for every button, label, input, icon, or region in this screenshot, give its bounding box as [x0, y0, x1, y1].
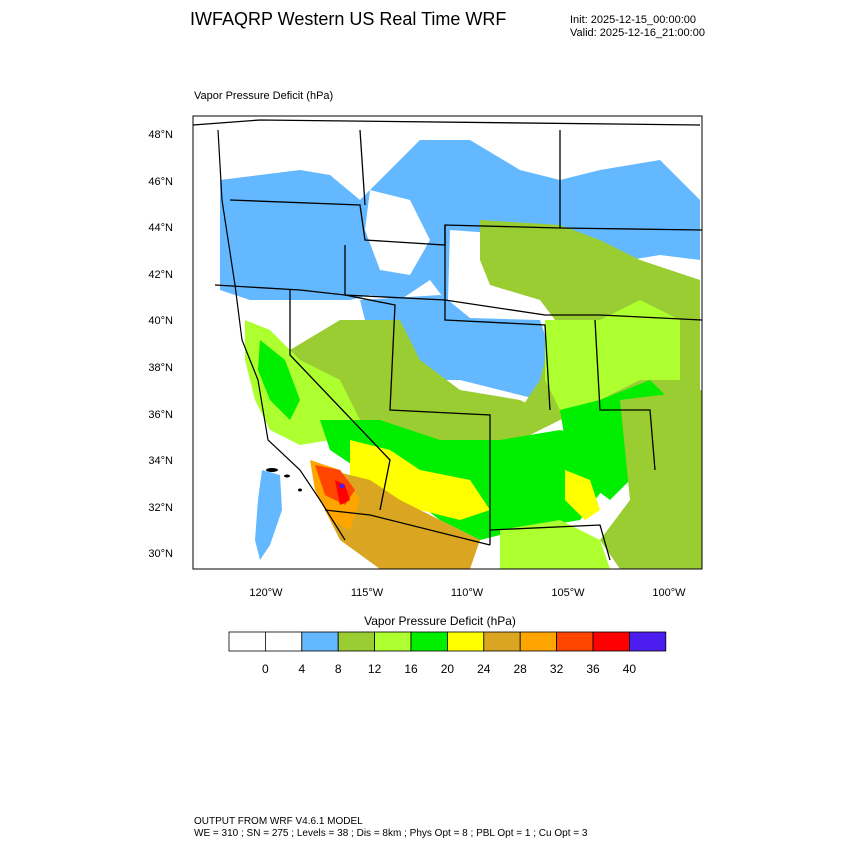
- colorbar-box: [301, 631, 339, 652]
- central-blue-region: [360, 295, 560, 400]
- central-valley-green: [258, 340, 300, 420]
- lat-label: 36°N: [148, 409, 173, 421]
- ocean-swath: [255, 470, 282, 560]
- border-tx: [489, 524, 611, 561]
- border-mexico: [324, 509, 491, 546]
- white-patch-idaho: [365, 190, 430, 275]
- colorbar-box: [446, 631, 485, 652]
- colorbar-box: [410, 631, 448, 652]
- colorbar-label: 24: [477, 662, 491, 676]
- footer-line-1: OUTPUT FROM WRF V4.6.1 MODEL: [194, 816, 363, 827]
- lat-label: 30°N: [148, 548, 173, 560]
- channel-islands: [266, 468, 302, 492]
- colorbar-label: 8: [334, 662, 342, 676]
- lat-label: 44°N: [148, 222, 173, 234]
- lat-label: 34°N: [148, 455, 173, 467]
- colorbar-box: [629, 631, 667, 652]
- south-texas-yellow: [565, 470, 600, 520]
- colorbar-label: 20: [440, 662, 455, 676]
- island: [284, 474, 290, 478]
- run-times: Init: 2025-12-15_00:00:00 Valid: 2025-12…: [570, 14, 705, 40]
- colorbar-label: 36: [586, 662, 600, 676]
- colorbar-label: 0: [262, 662, 269, 676]
- lon-label: 120°W: [249, 587, 283, 599]
- lat-label: 32°N: [148, 502, 173, 514]
- init-time: Init: 2025-12-15_00:00:00: [570, 14, 696, 26]
- border-canada: [193, 119, 701, 126]
- valid-time: Valid: 2025-12-16_21:00:00: [570, 27, 705, 39]
- colorbar-label: 12: [367, 662, 382, 676]
- lat-label: 46°N: [148, 176, 173, 188]
- colorbar-box: [592, 631, 630, 652]
- colorbar-box: [483, 631, 521, 652]
- border-id-mt: [359, 129, 366, 206]
- max-purple-spot: [339, 483, 345, 489]
- lat-label: 38°N: [148, 362, 173, 374]
- field-label: Vapor Pressure Deficit (hPa): [194, 90, 334, 102]
- lon-label: 115°W: [350, 587, 384, 599]
- colorbar-label: 16: [404, 662, 418, 676]
- island: [266, 468, 278, 472]
- colorbar-box: [519, 631, 558, 652]
- colorbar-label: 32: [549, 662, 564, 676]
- footer-line-2: WE = 310 ; SN = 275 ; Levels = 38 ; Dis …: [194, 828, 588, 839]
- lon-label: 100°W: [652, 587, 686, 599]
- colorbar-box: [556, 631, 594, 652]
- map-frame: [192, 115, 703, 570]
- desert-red: [335, 480, 350, 505]
- colorbar-box: [228, 631, 266, 652]
- border-ks-ok: [594, 319, 656, 471]
- lon-label: 110°W: [450, 587, 484, 599]
- lat-label: 40°N: [148, 315, 173, 327]
- island: [298, 488, 302, 492]
- border-ut-az: [344, 245, 491, 545]
- desert-gold: [320, 470, 480, 569]
- border-nv-ca: [289, 290, 391, 511]
- plains-lime: [545, 300, 680, 410]
- page-title: IWFAQRP Western US Real Time WRF: [190, 9, 507, 29]
- colorbar-box: [374, 631, 412, 652]
- colorbar-label: 28: [513, 662, 527, 676]
- southeast-olive: [600, 390, 702, 569]
- colorbar: [228, 631, 667, 652]
- colorbar-title: Vapor Pressure Deficit (hPa): [364, 614, 516, 628]
- colorbar-label: 4: [298, 662, 306, 676]
- lon-label: 105°W: [551, 587, 585, 599]
- mexico-lime: [500, 520, 610, 569]
- colorbar-box: [264, 631, 303, 652]
- colorbar-label: 40: [622, 662, 637, 676]
- lat-label: 42°N: [148, 269, 173, 281]
- map-field: [193, 116, 702, 569]
- state-borders: [193, 119, 702, 561]
- coastline: [217, 129, 346, 541]
- border-wy-co: [444, 225, 551, 411]
- model-footer: OUTPUT FROM WRF V4.6.1 MODEL WE = 310 ; …: [194, 816, 587, 840]
- colorbar-box: [337, 631, 376, 652]
- lat-label: 48°N: [148, 129, 173, 141]
